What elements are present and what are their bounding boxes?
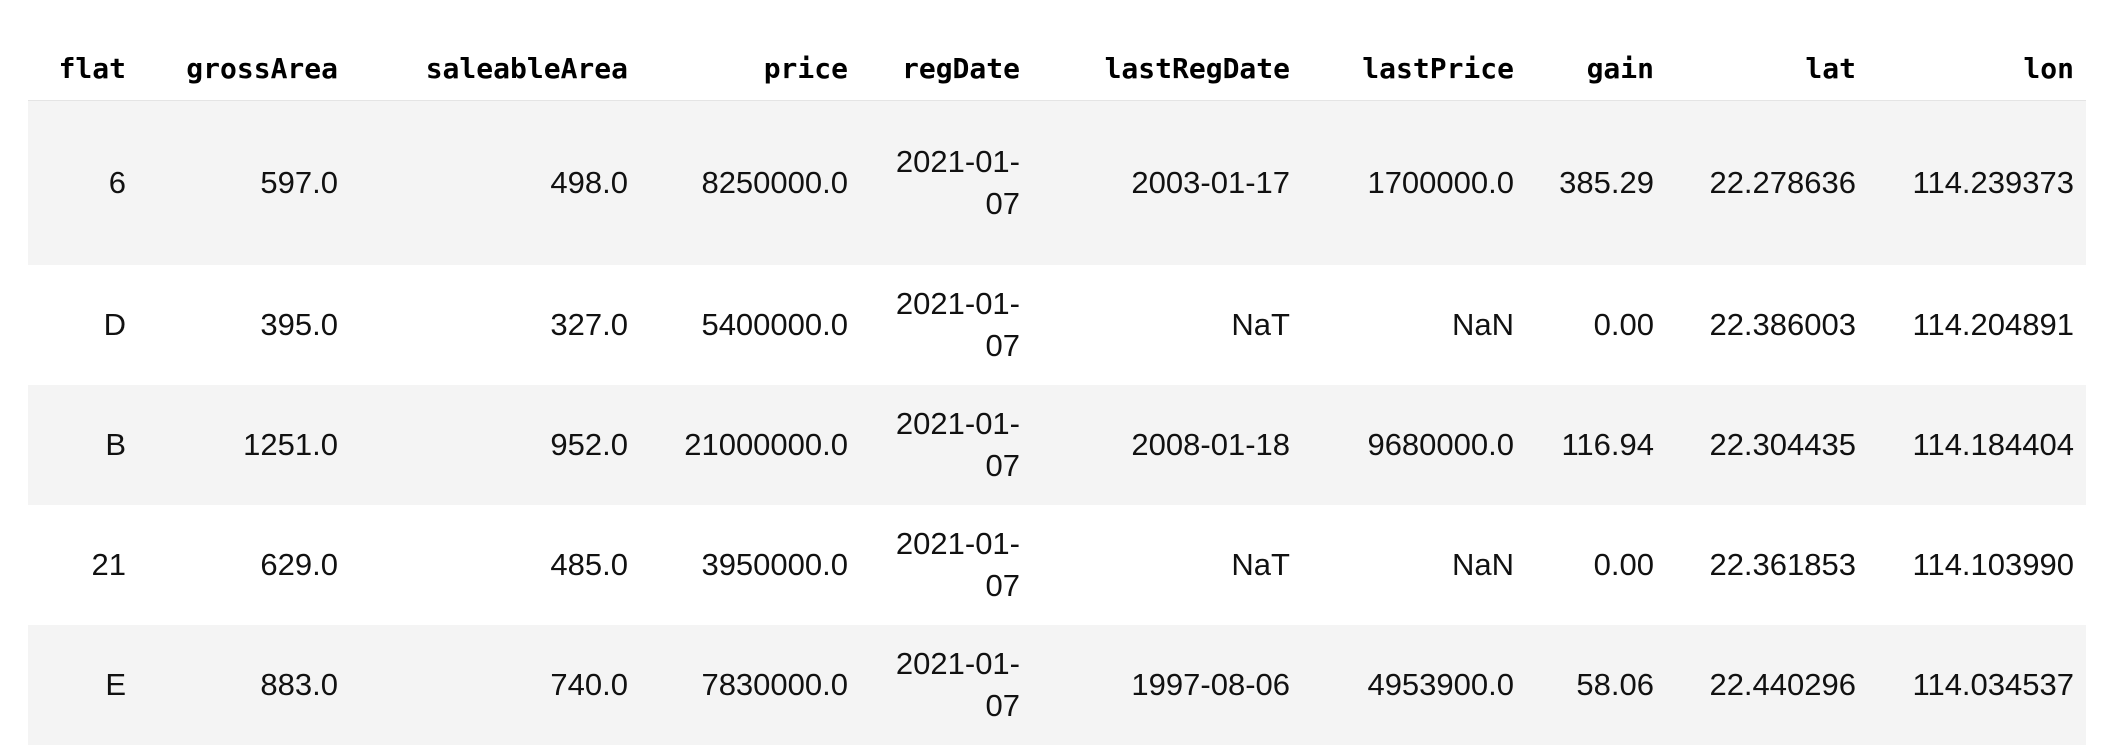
- dataframe-table: flat grossArea saleableArea price regDat…: [28, 36, 2086, 745]
- cell-gain: 0.00: [1526, 505, 1666, 625]
- cell-lastregdate: NaT: [1032, 265, 1302, 385]
- cell-saleablearea: 740.0: [350, 625, 640, 745]
- cell-lastregdate: 2003-01-17: [1032, 101, 1302, 266]
- column-header-saleablearea: saleableArea: [350, 36, 640, 101]
- column-header-flat: flat: [28, 36, 138, 101]
- cell-grossarea: 597.0: [138, 101, 350, 266]
- cell-gain: 0.00: [1526, 265, 1666, 385]
- cell-gain: 116.94: [1526, 385, 1666, 505]
- column-header-lat: lat: [1666, 36, 1868, 101]
- cell-regdate: 2021-01-07: [860, 385, 1032, 505]
- cell-regdate: 2021-01-07: [860, 625, 1032, 745]
- regdate-line-2: 07: [872, 325, 1020, 367]
- table-body: 6 597.0 498.0 8250000.0 2021-01-07 2003-…: [28, 101, 2086, 745]
- cell-grossarea: 883.0: [138, 625, 350, 745]
- cell-flat: 21: [28, 505, 138, 625]
- table-row: B 1251.0 952.0 21000000.0 2021-01-07 200…: [28, 385, 2086, 505]
- column-header-lon: lon: [1868, 36, 2086, 101]
- cell-lastregdate: 1997-08-06: [1032, 625, 1302, 745]
- cell-gain: 58.06: [1526, 625, 1666, 745]
- cell-grossarea: 395.0: [138, 265, 350, 385]
- regdate-line-1: 2021-01-: [872, 403, 1020, 445]
- cell-lat: 22.278636: [1666, 101, 1868, 266]
- column-header-regdate: regDate: [860, 36, 1032, 101]
- table-row: E 883.0 740.0 7830000.0 2021-01-07 1997-…: [28, 625, 2086, 745]
- table-row: D 395.0 327.0 5400000.0 2021-01-07 NaT N…: [28, 265, 2086, 385]
- cell-saleablearea: 485.0: [350, 505, 640, 625]
- cell-grossarea: 629.0: [138, 505, 350, 625]
- regdate-line-1: 2021-01-: [872, 523, 1020, 565]
- cell-flat: D: [28, 265, 138, 385]
- table-row: 6 597.0 498.0 8250000.0 2021-01-07 2003-…: [28, 101, 2086, 266]
- regdate-line-2: 07: [872, 445, 1020, 487]
- cell-lastprice: NaN: [1302, 265, 1526, 385]
- cell-flat: B: [28, 385, 138, 505]
- cell-saleablearea: 327.0: [350, 265, 640, 385]
- cell-lat: 22.386003: [1666, 265, 1868, 385]
- cell-lastprice: 1700000.0: [1302, 101, 1526, 266]
- cell-lastprice: 9680000.0: [1302, 385, 1526, 505]
- table-header: flat grossArea saleableArea price regDat…: [28, 36, 2086, 101]
- cell-gain: 385.29: [1526, 101, 1666, 266]
- cell-saleablearea: 952.0: [350, 385, 640, 505]
- cell-lon: 114.239373: [1868, 101, 2086, 266]
- cell-regdate: 2021-01-07: [860, 265, 1032, 385]
- header-row: flat grossArea saleableArea price regDat…: [28, 36, 2086, 101]
- column-header-lastregdate: lastRegDate: [1032, 36, 1302, 101]
- regdate-line-1: 2021-01-: [872, 643, 1020, 685]
- cell-price: 8250000.0: [640, 101, 860, 266]
- cell-regdate: 2021-01-07: [860, 101, 1032, 266]
- regdate-line-2: 07: [872, 183, 1020, 225]
- cell-lon: 114.184404: [1868, 385, 2086, 505]
- cell-grossarea: 1251.0: [138, 385, 350, 505]
- cell-lon: 114.034537: [1868, 625, 2086, 745]
- cell-lon: 114.204891: [1868, 265, 2086, 385]
- cell-price: 7830000.0: [640, 625, 860, 745]
- column-header-price: price: [640, 36, 860, 101]
- cell-price: 3950000.0: [640, 505, 860, 625]
- cell-price: 5400000.0: [640, 265, 860, 385]
- cell-lastregdate: 2008-01-18: [1032, 385, 1302, 505]
- cell-regdate: 2021-01-07: [860, 505, 1032, 625]
- cell-lastprice: 4953900.0: [1302, 625, 1526, 745]
- cell-lastregdate: NaT: [1032, 505, 1302, 625]
- table-row: 21 629.0 485.0 3950000.0 2021-01-07 NaT …: [28, 505, 2086, 625]
- column-header-lastprice: lastPrice: [1302, 36, 1526, 101]
- cell-lat: 22.440296: [1666, 625, 1868, 745]
- regdate-line-2: 07: [872, 685, 1020, 727]
- cell-flat: 6: [28, 101, 138, 266]
- column-header-grossarea: grossArea: [138, 36, 350, 101]
- cell-lastprice: NaN: [1302, 505, 1526, 625]
- regdate-line-1: 2021-01-: [872, 283, 1020, 325]
- regdate-line-2: 07: [872, 565, 1020, 607]
- cell-lat: 22.361853: [1666, 505, 1868, 625]
- column-header-gain: gain: [1526, 36, 1666, 101]
- regdate-line-1: 2021-01-: [872, 141, 1020, 183]
- cell-price: 21000000.0: [640, 385, 860, 505]
- cell-saleablearea: 498.0: [350, 101, 640, 266]
- cell-lat: 22.304435: [1666, 385, 1868, 505]
- cell-flat: E: [28, 625, 138, 745]
- cell-lon: 114.103990: [1868, 505, 2086, 625]
